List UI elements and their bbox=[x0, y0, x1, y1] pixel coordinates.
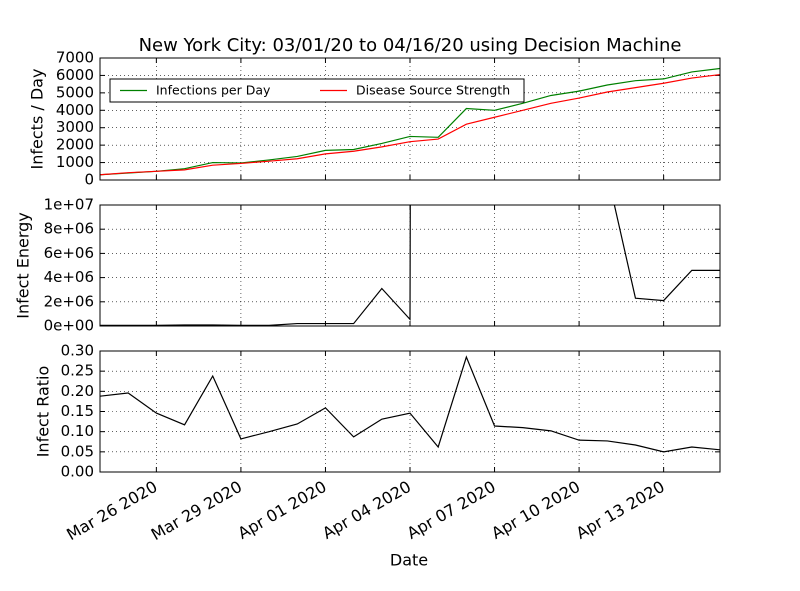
y-tick-label: 4000 bbox=[56, 101, 94, 119]
y-tick-label: 3000 bbox=[56, 118, 94, 136]
y-tick-label: 7000 bbox=[56, 49, 94, 67]
y-tick-label: 0.00 bbox=[61, 463, 94, 481]
y-tick-label: 8e+06 bbox=[44, 220, 94, 238]
y-tick-label: 2e+06 bbox=[44, 292, 94, 310]
plot-frame bbox=[99, 204, 721, 327]
y-axis-label: Infects / Day bbox=[28, 69, 47, 170]
y-tick-label: 0.25 bbox=[61, 362, 94, 380]
x-axis-label: Date bbox=[390, 551, 428, 570]
y-tick-label: 0.10 bbox=[61, 422, 94, 440]
y-tick-label: 1000 bbox=[56, 153, 94, 171]
data-line bbox=[100, 205, 720, 326]
y-axis-label: Infect Ratio bbox=[34, 366, 53, 458]
y-tick-label: 0.20 bbox=[61, 382, 94, 400]
legend-box bbox=[109, 78, 525, 103]
legend-label: Infections per Day bbox=[156, 83, 271, 98]
data-line bbox=[100, 355, 720, 453]
plot-frame bbox=[99, 350, 721, 473]
y-tick-label: 0 bbox=[84, 171, 94, 189]
legend-label: Disease Source Strength bbox=[356, 83, 510, 98]
y-tick-label: 4e+06 bbox=[44, 268, 94, 286]
y-tick-label: 0.05 bbox=[61, 442, 94, 460]
y-tick-label: 5000 bbox=[56, 83, 94, 101]
y-tick-label: 6000 bbox=[56, 66, 94, 84]
chart-title: New York City: 03/01/20 to 04/16/20 usin… bbox=[139, 35, 682, 56]
data-line bbox=[100, 67, 720, 176]
y-tick-label: 0.15 bbox=[61, 402, 94, 420]
data-line bbox=[100, 73, 720, 176]
y-tick-label: 2000 bbox=[56, 136, 94, 154]
y-tick-label: 6e+06 bbox=[44, 244, 94, 262]
y-axis-label: Infect Energy bbox=[14, 212, 33, 319]
y-tick-label: 1e+07 bbox=[44, 196, 94, 214]
plot-frame bbox=[99, 57, 721, 181]
y-tick-label: 0.30 bbox=[61, 342, 94, 360]
y-tick-label: 0e+00 bbox=[44, 317, 94, 335]
